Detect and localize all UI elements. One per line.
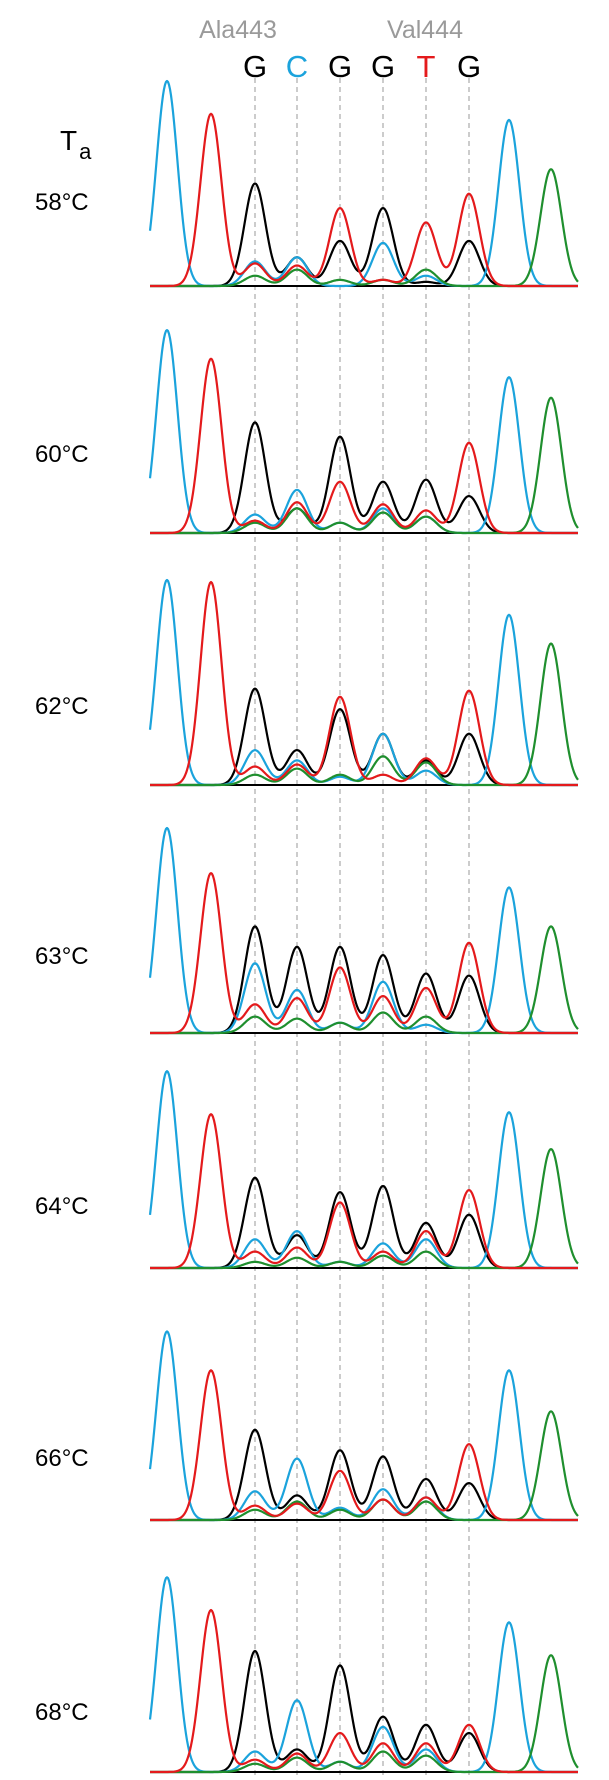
trace-panel-1 [148, 79, 579, 288]
trace-panel-4 [148, 826, 579, 1035]
trace-C-row-4 [148, 826, 579, 1035]
trace-T-row-4 [149, 872, 579, 1035]
trace-G-row-2 [149, 421, 579, 535]
annealing-temp-heading: Ta [60, 125, 92, 164]
temperature-label-1: 58°C [35, 189, 89, 216]
trace-C-row-3 [148, 578, 579, 787]
trace-panel-5 [148, 1070, 579, 1270]
trace-panel-2 [148, 329, 579, 535]
trace-panels [148, 79, 579, 1774]
trace-A-row-2 [149, 396, 579, 535]
temperature-label-3: 62°C [35, 693, 89, 720]
trace-G-row-7 [149, 1649, 579, 1774]
trace-G-row-1 [149, 182, 579, 288]
base-letter-4: G [371, 49, 395, 84]
base-letter-1: G [243, 49, 267, 84]
trace-C-row-2 [148, 329, 579, 535]
trace-A-row-3 [149, 642, 579, 787]
trace-G-row-4 [149, 925, 579, 1035]
trace-G-row-3 [149, 687, 579, 787]
trace-T-row-5 [149, 1113, 579, 1270]
trace-C-row-1 [148, 79, 579, 288]
temperature-labels: 58°C 60°C 62°C 63°C 64°C 66°C 68°C [35, 189, 89, 1726]
temperature-label-4: 63°C [35, 943, 89, 970]
base-letter-5: T [417, 49, 436, 84]
temperature-label-6: 66°C [35, 1445, 89, 1472]
trace-T-row-1 [149, 112, 579, 288]
trace-panel-7 [148, 1576, 579, 1774]
trace-C-row-7 [148, 1576, 579, 1774]
trace-panel-3 [148, 578, 579, 787]
temperature-label-2: 60°C [35, 441, 89, 468]
base-letter-2: C [286, 49, 308, 84]
trace-A-row-4 [149, 925, 579, 1035]
base-letter-3: G [328, 49, 352, 84]
codon-label-val444: Val444 [387, 16, 463, 44]
trace-T-row-6 [149, 1369, 579, 1522]
trace-T-row-7 [149, 1608, 579, 1774]
ta-letter: T [60, 125, 77, 156]
trace-T-row-2 [149, 357, 579, 535]
trace-panel-6 [148, 1330, 579, 1522]
trace-C-row-5 [148, 1070, 579, 1270]
trace-G-row-6 [149, 1428, 579, 1522]
codon-label-ala443: Ala443 [199, 16, 277, 44]
base-letter-6: G [457, 49, 481, 84]
temperature-label-7: 68°C [35, 1699, 89, 1726]
trace-T-row-3 [149, 580, 579, 787]
trace-G-row-5 [149, 1176, 579, 1270]
trace-C-row-6 [148, 1330, 579, 1522]
temperature-label-5: 64°C [35, 1193, 89, 1220]
ta-subscript: a [79, 139, 92, 164]
trace-A-row-5 [149, 1148, 579, 1270]
